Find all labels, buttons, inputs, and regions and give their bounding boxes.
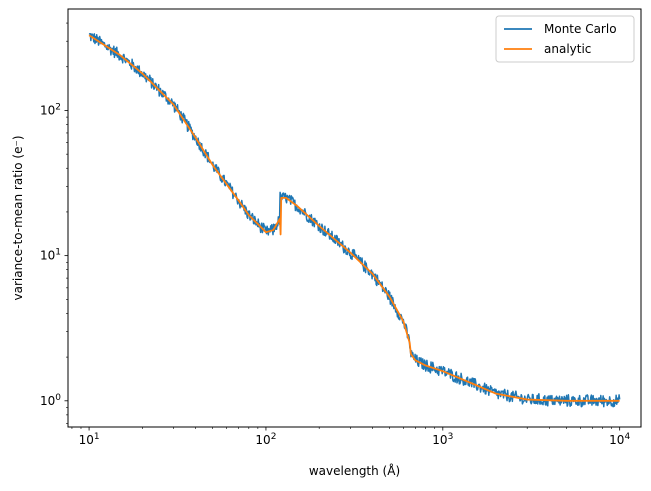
legend-box [495, 15, 635, 63]
x-tick-label: 104 [609, 432, 630, 447]
y-tick-label: 101 [40, 248, 61, 263]
legend-label: analytic [544, 42, 591, 56]
x-tick-label: 101 [79, 432, 100, 447]
series-line-analytic [88, 34, 620, 402]
y-tick-label: 100 [40, 393, 61, 408]
y-tick-label: 102 [40, 102, 61, 117]
series-lines [88, 32, 621, 408]
plot-area [67, 8, 642, 428]
x-tick-label: 103 [432, 432, 453, 447]
y-axis-label: variance-to-mean ratio (e⁻) [11, 136, 25, 301]
x-tick-label: 102 [255, 432, 276, 447]
x-axis-label: wavelength (Å) [309, 463, 400, 478]
legend: Monte Carlo analytic [495, 15, 635, 63]
legend-label: Monte Carlo [544, 22, 617, 36]
series-line-monte-carlo [88, 32, 621, 408]
